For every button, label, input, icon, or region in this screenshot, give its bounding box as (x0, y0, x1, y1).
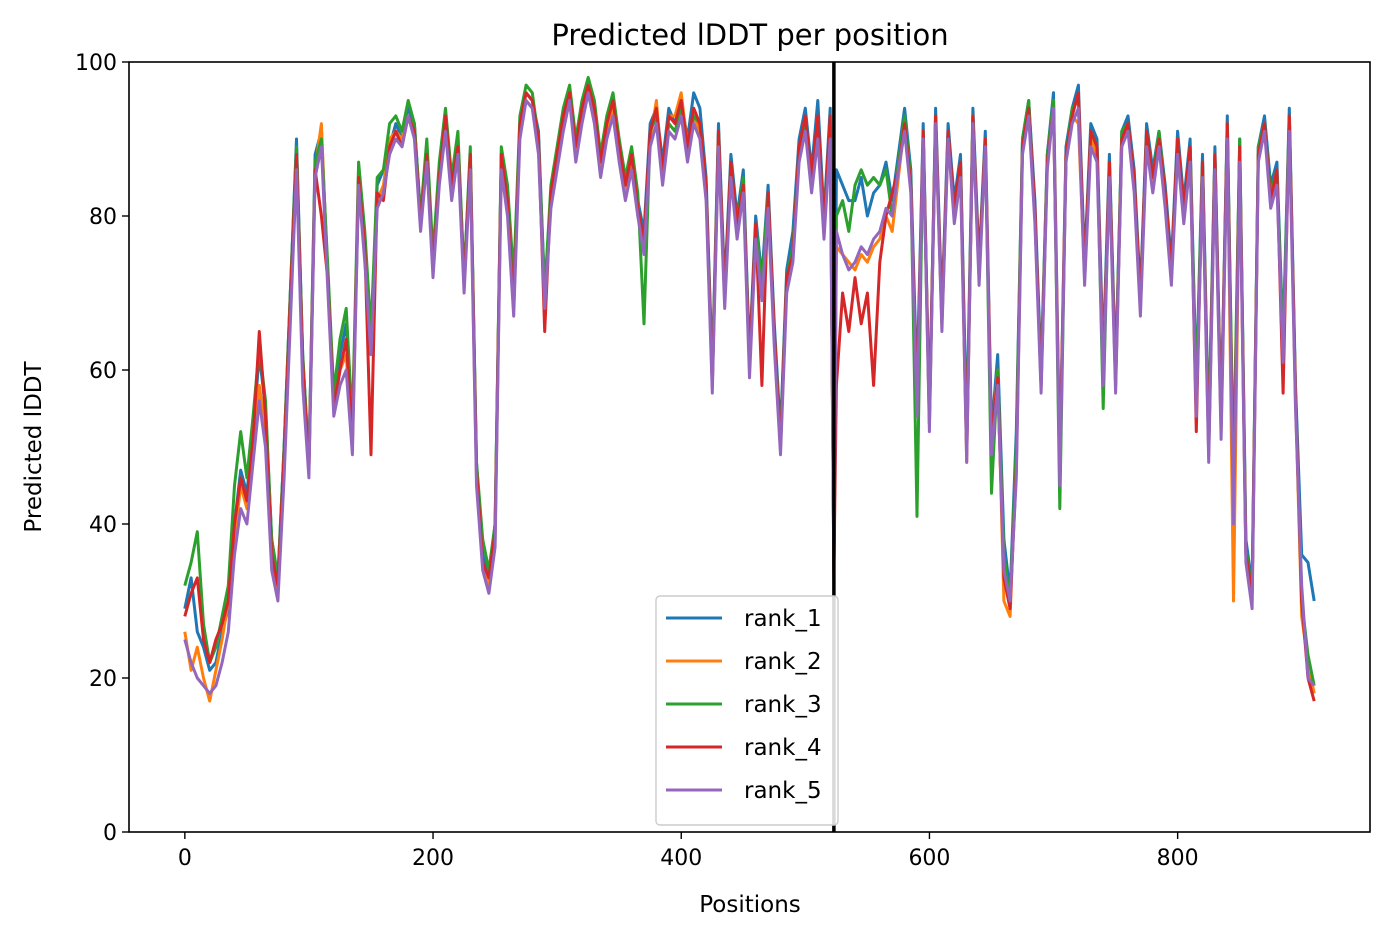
y-tick-label: 60 (89, 359, 117, 384)
y-tick-label: 0 (103, 821, 117, 846)
x-tick-label: 200 (412, 846, 454, 871)
plot-frame (128, 61, 1371, 833)
legend-label-rank_4: rank_4 (744, 735, 822, 761)
legend-label-rank_2: rank_2 (744, 649, 822, 675)
x-tick-label: 0 (178, 846, 192, 871)
legend-label-rank_5: rank_5 (744, 778, 822, 804)
x-tick-label: 800 (1157, 846, 1199, 871)
x-axis-label: Positions (699, 892, 801, 918)
legend-label-rank_3: rank_3 (744, 692, 822, 718)
y-axis-label: Predicted lDDT (21, 360, 47, 532)
x-tick-label: 600 (908, 846, 950, 871)
y-tick-label: 100 (75, 51, 117, 76)
legend-label-rank_1: rank_1 (744, 606, 822, 632)
x-tick-label: 400 (660, 846, 702, 871)
series-line-rank_5 (183, 91, 1316, 695)
chart-title: Predicted lDDT per position (551, 18, 948, 52)
legend-box (655, 595, 839, 826)
x-axis-ticks: 0 200 400 600 800 (178, 832, 1199, 871)
y-tick-label: 40 (89, 513, 117, 538)
y-tick-label: 20 (89, 667, 117, 692)
legend: rank_1 rank_2 rank_3 rank_4 rank_5 (655, 595, 839, 826)
y-tick-label: 80 (89, 205, 117, 230)
y-axis-ticks: 0 20 40 60 80 100 (75, 51, 129, 846)
series-layer (183, 75, 1316, 703)
